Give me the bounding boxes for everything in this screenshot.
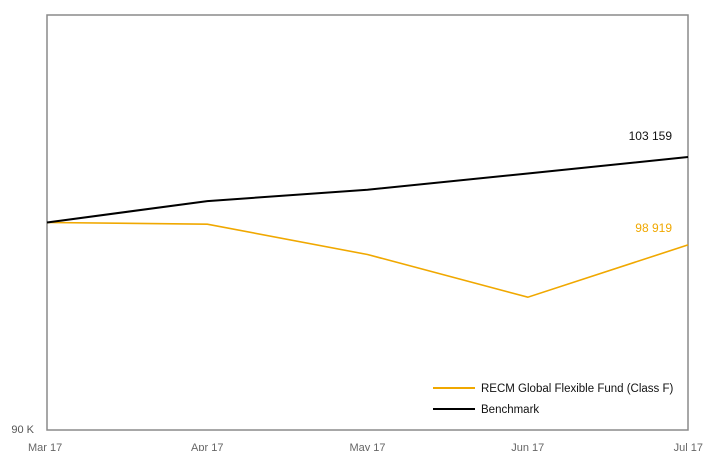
y-tick-label: 90 K: [11, 424, 34, 436]
series-layer: [46, 156, 689, 299]
series-line-benchmark: [46, 156, 689, 224]
x-tick-label: Jul 17: [674, 442, 703, 451]
x-tick-label: Apr 17: [191, 442, 223, 451]
series-line-fund: [46, 221, 689, 299]
labels-layer: 98 919 103 159: [629, 129, 673, 235]
legend: RECM Global Flexible Fund (Class F) Benc…: [433, 383, 674, 416]
ticks-layer: Mar 17 Apr 17 May 17 Jun 17 Jul 17 90 K: [11, 424, 703, 451]
x-tick-label: Mar 17: [28, 442, 62, 451]
x-tick-label: Jun 17: [511, 442, 544, 451]
legend-label-fund: RECM Global Flexible Fund (Class F): [481, 383, 674, 395]
plot-frame: [46, 14, 689, 431]
legend-label-benchmark: Benchmark: [481, 404, 539, 416]
end-value-label-benchmark: 103 159: [629, 129, 673, 143]
x-tick-label: May 17: [349, 442, 385, 451]
end-value-label-fund: 98 919: [635, 221, 672, 235]
